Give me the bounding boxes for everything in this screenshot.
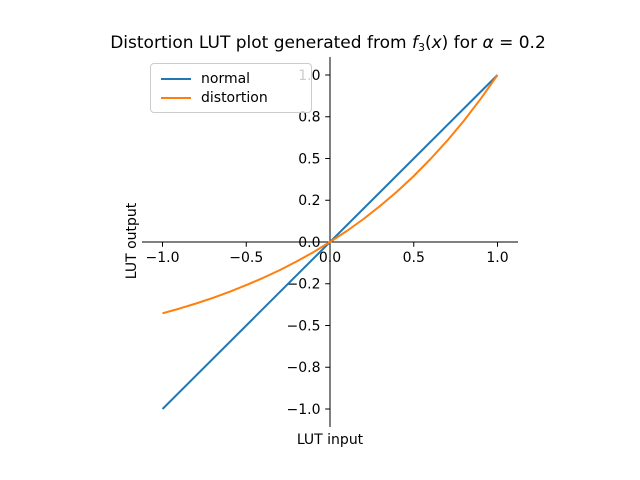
y-tick-label: −0.2 bbox=[287, 277, 321, 293]
legend-label-distortion: distortion bbox=[201, 89, 268, 106]
x-tick-label: 0.0 bbox=[319, 250, 341, 266]
y-tick-label: −1.0 bbox=[287, 402, 321, 418]
distortion-series-line bbox=[162, 74, 499, 315]
legend-label-normal: normal bbox=[201, 70, 251, 87]
x-tick-label: −1.0 bbox=[146, 250, 180, 266]
chart-title-part: Distortion LUT plot generated from bbox=[110, 33, 412, 53]
x-tick-label: 1.0 bbox=[486, 250, 508, 266]
chart-title-part: α bbox=[482, 33, 494, 53]
y-tick-label: 0.8 bbox=[298, 110, 320, 126]
y-axis-label: LUT output bbox=[124, 202, 140, 279]
chart-title-part: = 0.2 bbox=[493, 33, 546, 53]
legend-line-swatch-distortion bbox=[161, 96, 191, 99]
y-tick-label: 0.0 bbox=[298, 235, 320, 251]
chart-title: Distortion LUT plot generated from f3(x)… bbox=[110, 33, 546, 54]
chart-title-part: x bbox=[431, 33, 442, 53]
y-tick-label: 0.2 bbox=[298, 193, 320, 209]
legend-line-swatch-normal bbox=[161, 77, 191, 80]
x-axis-label: LUT input bbox=[297, 432, 364, 448]
y-tick-label: −0.5 bbox=[287, 318, 321, 334]
chart-title-part: ) for bbox=[441, 33, 483, 53]
legend-item-normal: normal bbox=[161, 72, 301, 86]
y-tick-label: 0.5 bbox=[298, 151, 320, 167]
legend-item-distortion: distortion bbox=[161, 91, 301, 105]
chart-title-part: 3 bbox=[417, 41, 425, 54]
chart-title-part: f bbox=[411, 33, 418, 53]
chart-title-part: ( bbox=[424, 33, 432, 53]
x-tick-label: −0.5 bbox=[229, 250, 263, 266]
x-tick-label: 0.5 bbox=[403, 250, 425, 266]
y-tick-label: −0.8 bbox=[287, 360, 321, 376]
legend: normal distortion bbox=[150, 63, 312, 113]
